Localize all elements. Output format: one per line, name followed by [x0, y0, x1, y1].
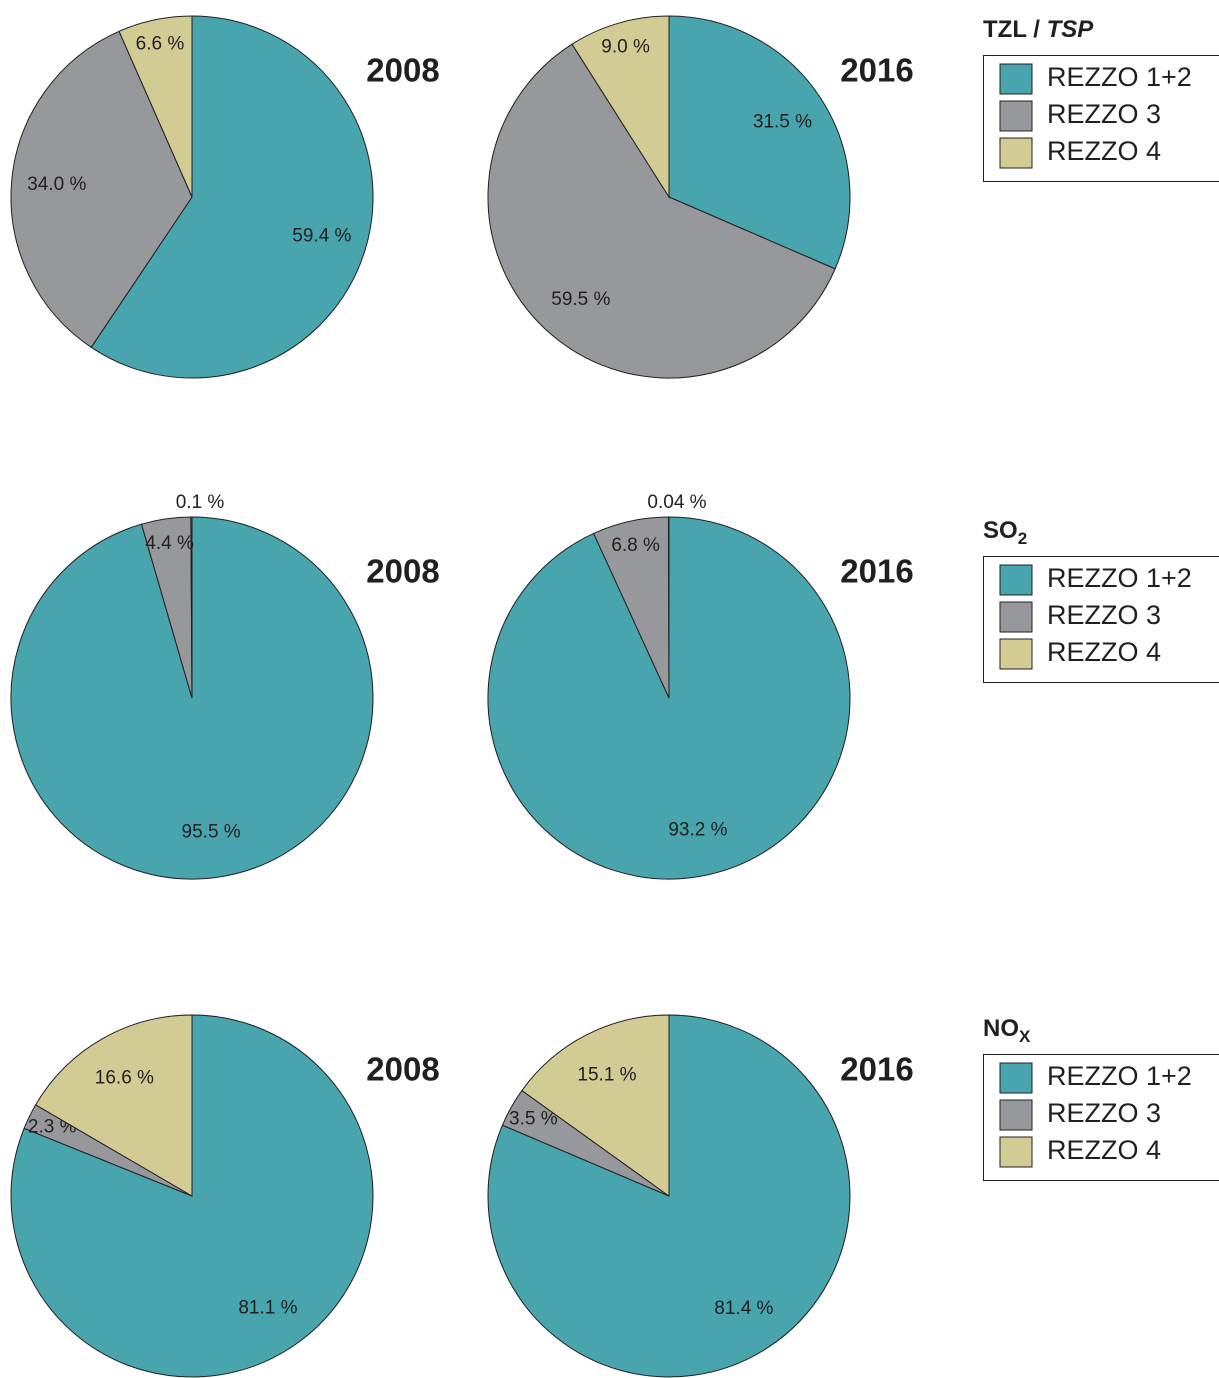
- legend-swatch: [999, 638, 1033, 670]
- value-label: 95.5 %: [182, 821, 241, 842]
- legend-title-text: TZL /: [983, 16, 1047, 43]
- legend-box: [983, 1054, 1219, 1181]
- legend-title-text: SO: [983, 517, 1018, 544]
- value-label: 15.1 %: [577, 1064, 636, 1085]
- legend-title: SO2: [983, 517, 1027, 548]
- legend-title-sub: X: [1019, 1027, 1031, 1046]
- legend-swatch: [999, 564, 1033, 596]
- legend-swatch: [999, 100, 1033, 132]
- pie-slice: [118, 15, 193, 198]
- value-label: 3.5 %: [509, 1109, 558, 1130]
- pie-slice: [190, 516, 193, 699]
- legend-box: [983, 556, 1219, 683]
- legend-title-text: NO: [983, 1015, 1019, 1042]
- legend-title-sub: 2: [1018, 529, 1027, 548]
- value-label: 16.6 %: [95, 1067, 154, 1088]
- legend-label: REZZO 4: [1047, 136, 1161, 166]
- legend-title-italic: TSP: [1047, 16, 1095, 43]
- value-label: 4.4 %: [145, 533, 194, 554]
- pie-title: 2016: [840, 553, 913, 590]
- pie-title: 2008: [366, 553, 439, 590]
- value-label: 0.04 %: [647, 492, 706, 513]
- value-label: 31.5 %: [753, 111, 812, 132]
- value-label: 34.0 %: [27, 174, 86, 195]
- legend-label: REZZO 3: [1047, 600, 1161, 630]
- value-label: 93.2 %: [668, 820, 727, 841]
- value-label: 6.6 %: [136, 34, 185, 55]
- legend-label: REZZO 1+2: [1047, 1061, 1192, 1091]
- pie-slice: [521, 1014, 670, 1197]
- legend-label: REZZO 4: [1047, 1135, 1161, 1165]
- legend-swatch: [999, 601, 1033, 633]
- pie-slice: [34, 1014, 193, 1197]
- legend-swatch: [999, 1099, 1033, 1131]
- legend-title: NOX: [983, 1015, 1031, 1046]
- pie-title: 2016: [840, 1051, 913, 1088]
- legend-label: REZZO 3: [1047, 99, 1161, 129]
- legend-swatch: [999, 137, 1033, 169]
- legend-box: [983, 55, 1219, 182]
- legend-label: REZZO 1+2: [1047, 62, 1192, 92]
- legend-label: REZZO 3: [1047, 1098, 1161, 1128]
- value-label: 0.1 %: [176, 492, 225, 513]
- pie-slice: [10, 30, 193, 349]
- value-label: 59.5 %: [551, 289, 610, 310]
- value-label: 59.4 %: [292, 226, 351, 247]
- pie-title: 2008: [366, 52, 439, 89]
- legend-label: REZZO 4: [1047, 637, 1161, 667]
- legend-swatch: [999, 63, 1033, 95]
- legend-swatch: [999, 1062, 1033, 1094]
- value-label: 9.0 %: [601, 37, 650, 58]
- legend-swatch: [999, 1136, 1033, 1168]
- value-label: 81.4 %: [714, 1298, 773, 1319]
- pie-slice: [90, 15, 374, 379]
- value-label: 6.8 %: [611, 535, 660, 556]
- legend-title: TZL / TSP: [983, 16, 1094, 43]
- pie-slice: [668, 15, 851, 270]
- pie-slice: [571, 15, 670, 199]
- legend-label: REZZO 1+2: [1047, 563, 1192, 593]
- value-label: 81.1 %: [238, 1298, 297, 1319]
- pie-title: 2016: [840, 52, 913, 89]
- pie-title: 2008: [366, 1051, 439, 1088]
- pie-slice: [487, 43, 836, 379]
